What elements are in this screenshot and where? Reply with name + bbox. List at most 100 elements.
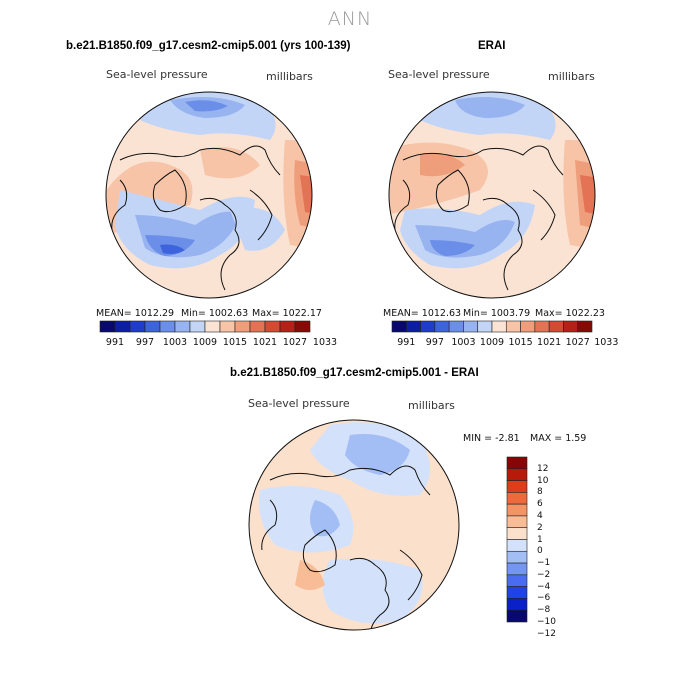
colorbar-tick-label: 1027 (565, 337, 590, 348)
left-colorbar-ticks: 991 997 1003 1009 1015 1021 1027 1033 (100, 337, 337, 351)
colorbar-swatch (505, 320, 521, 333)
diff-coastlines (261, 465, 431, 630)
colorbar-swatch (506, 480, 528, 493)
colorbar-swatch (420, 320, 436, 333)
colorbar-swatch (114, 320, 131, 333)
diff-panel-title: b.e21.B1850.f09_g17.cesm2-cmip5.001 - ER… (230, 367, 479, 379)
colorbar-swatch (506, 609, 528, 623)
colorbar-swatch (506, 586, 528, 599)
colorbar-tick-label: 4 (537, 510, 543, 521)
right-units-label: millibars (548, 70, 595, 83)
right-min: Min= 1003.79 (463, 308, 531, 319)
colorbar-swatch (279, 320, 296, 333)
colorbar-tick-label: 1003 (162, 337, 188, 348)
colorbar-swatch (506, 492, 528, 505)
colorbar-tick-label: 1015 (222, 337, 248, 348)
colorbar-tick-label: 997 (135, 337, 155, 348)
colorbar-tick-label: −8 (537, 605, 551, 616)
left-coastlines (111, 145, 281, 291)
colorbar-tick-label: 1021 (537, 337, 562, 348)
colorbar-tick-label: 10 (537, 475, 549, 486)
right-variable-label: Sea-level pressure (388, 68, 490, 81)
colorbar-swatch (491, 320, 507, 333)
colorbar-swatch (144, 320, 161, 333)
diff-map-field (249, 420, 459, 630)
figure-title: ANN (327, 8, 373, 30)
colorbar-swatch (264, 320, 281, 333)
right-panel-title: ERAI (478, 40, 506, 52)
colorbar-swatch (234, 320, 251, 333)
right-max: Max= 1022.23 (535, 308, 605, 319)
colorbar-swatch (129, 320, 146, 333)
right-colorbar (391, 320, 593, 333)
colorbar-tick-label: 1015 (508, 337, 533, 348)
colorbar-tick-label: 1033 (312, 337, 338, 348)
right-colorbar-ticks: 991 997 1003 1009 1015 1021 1027 1033 (392, 337, 618, 351)
colorbar-tick-label: −12 (537, 628, 556, 639)
right-map-field (389, 92, 595, 298)
colorbar-swatch (159, 320, 176, 333)
colorbar-tick-label: 1003 (451, 337, 476, 348)
colorbar-tick-label: 991 (397, 337, 416, 348)
colorbar-tick-label: 997 (425, 337, 444, 348)
right-coastlines (394, 145, 564, 291)
colorbar-swatch (405, 320, 421, 333)
colorbar-tick-label: −6 (537, 593, 551, 604)
colorbar-swatch (506, 503, 528, 517)
colorbar-swatch (506, 468, 528, 481)
colorbar-swatch (506, 598, 528, 611)
colorbar-swatch (99, 320, 116, 333)
colorbar-swatch (448, 320, 464, 333)
diff-units-label: millibars (408, 399, 455, 412)
colorbar-swatch (204, 320, 221, 333)
colorbar-swatch (434, 320, 450, 333)
colorbar-swatch (506, 539, 528, 552)
colorbar-swatch (563, 320, 579, 333)
colorbar-swatch (506, 515, 528, 529)
colorbar-swatch (189, 320, 206, 333)
colorbar-swatch (294, 320, 311, 333)
diff-colorbar-ticks: 12 10 8 6 4 2 1 0 −1 −2 −4 −6 −8 −10 −12 (537, 457, 567, 639)
colorbar-tick-label: −2 (537, 569, 551, 580)
left-panel-title: b.e21.B1850.f09_g17.cesm2-cmip5.001 (yrs… (66, 40, 351, 52)
colorbar-tick-label: 2 (537, 522, 543, 533)
colorbar-swatch (477, 320, 493, 333)
colorbar-swatch (520, 320, 536, 333)
colorbar-tick-label: 1 (537, 534, 543, 545)
colorbar-swatch (506, 574, 528, 587)
colorbar-swatch (391, 320, 407, 333)
colorbar-swatch (174, 320, 191, 333)
left-units-label: millibars (266, 70, 313, 83)
left-variable-label: Sea-level pressure (106, 68, 208, 81)
colorbar-tick-label: −4 (537, 581, 551, 592)
colorbar-tick-label: 8 (537, 487, 543, 498)
colorbar-tick-label: 1021 (252, 337, 278, 348)
colorbar-tick-label: 12 (537, 463, 549, 474)
colorbar-tick-label: 6 (537, 499, 543, 510)
left-min: Min= 1002.63 (181, 308, 249, 319)
left-max: Max= 1022.17 (252, 308, 322, 319)
colorbar-swatch (506, 456, 528, 470)
colorbar-swatch (506, 562, 528, 576)
colorbar-tick-label: 0 (537, 546, 543, 557)
right-mean: MEAN= 1012.63 (383, 308, 462, 319)
colorbar-tick-label: 991 (105, 337, 125, 348)
colorbar-swatch (548, 320, 564, 333)
colorbar-swatch (249, 320, 266, 333)
colorbar-swatch (506, 550, 528, 564)
colorbar-tick-label: 1009 (479, 337, 505, 348)
colorbar-swatch (534, 320, 550, 333)
colorbar-swatch (506, 527, 528, 540)
left-colorbar (99, 320, 311, 333)
diff-colorbar (506, 456, 528, 623)
left-mean: MEAN= 1012.29 (96, 308, 175, 319)
colorbar-tick-label: 1033 (594, 337, 619, 348)
colorbar-tick-label: −1 (537, 558, 551, 569)
colorbar-tick-label: −10 (537, 617, 556, 627)
colorbar-swatch (219, 320, 236, 333)
colorbar-swatch (577, 320, 593, 333)
diff-max: MAX = 1.59 (530, 433, 587, 444)
colorbar-swatch (463, 320, 479, 333)
diff-min: MIN = -2.81 (463, 433, 520, 444)
colorbar-tick-label: 1009 (192, 337, 218, 348)
